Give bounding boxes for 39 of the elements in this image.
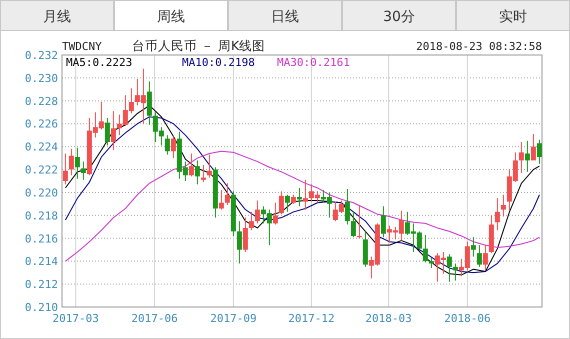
x-tick-label: 2018-03 [365, 312, 412, 325]
y-tick-label: 0.220 [24, 186, 58, 200]
candlestick [428, 258, 434, 268]
y-tick-label: 0.222 [24, 164, 58, 177]
candlestick [200, 164, 206, 182]
y-tick-label: 0.224 [24, 140, 58, 154]
chart-subtitle: TWDCNY [62, 40, 102, 53]
y-tick-label: 0.230 [24, 72, 58, 85]
chart-title: 台币人民币 － 周K线图 [132, 38, 266, 53]
y-tick-label: 0.210 [24, 301, 58, 314]
x-tick-label: 2017-09 [210, 312, 257, 325]
y-tick-label: 0.228 [24, 94, 58, 108]
candlestick [296, 188, 302, 206]
x-tick-label: 2017-06 [131, 312, 178, 325]
y-tick-label: 0.232 [24, 49, 58, 62]
y-tick-label: 0.218 [24, 209, 58, 222]
candlestick [206, 154, 212, 178]
y-tick-label: 0.214 [24, 255, 58, 268]
text: 月线 [43, 9, 71, 25]
y-tick-label: 0.212 [24, 278, 58, 292]
y-tick-label: 0.226 [24, 118, 58, 131]
candlestick [524, 140, 530, 172]
candlestick [356, 205, 362, 238]
line-series [64, 150, 540, 262]
x-tick-label: 2017-03 [52, 312, 99, 325]
y-tick-label: 0.216 [24, 232, 58, 246]
candlestick [452, 263, 458, 281]
text: 实时 [499, 9, 527, 25]
text: 2018-08-23 08:32:58 [416, 40, 542, 53]
x-tick-label: 2017-12 [288, 312, 335, 325]
text: 日线 [271, 9, 299, 25]
x-tick-label: 2018-06 [444, 312, 491, 325]
text: 周线 [157, 9, 185, 25]
candlestick [224, 183, 230, 206]
text: MA10:0.2198 [182, 56, 255, 69]
text: MA30:0.2161 [277, 56, 350, 69]
text: MA5:0.2223 [66, 56, 132, 69]
text: 30分 [383, 9, 415, 25]
candlestick [302, 180, 308, 210]
